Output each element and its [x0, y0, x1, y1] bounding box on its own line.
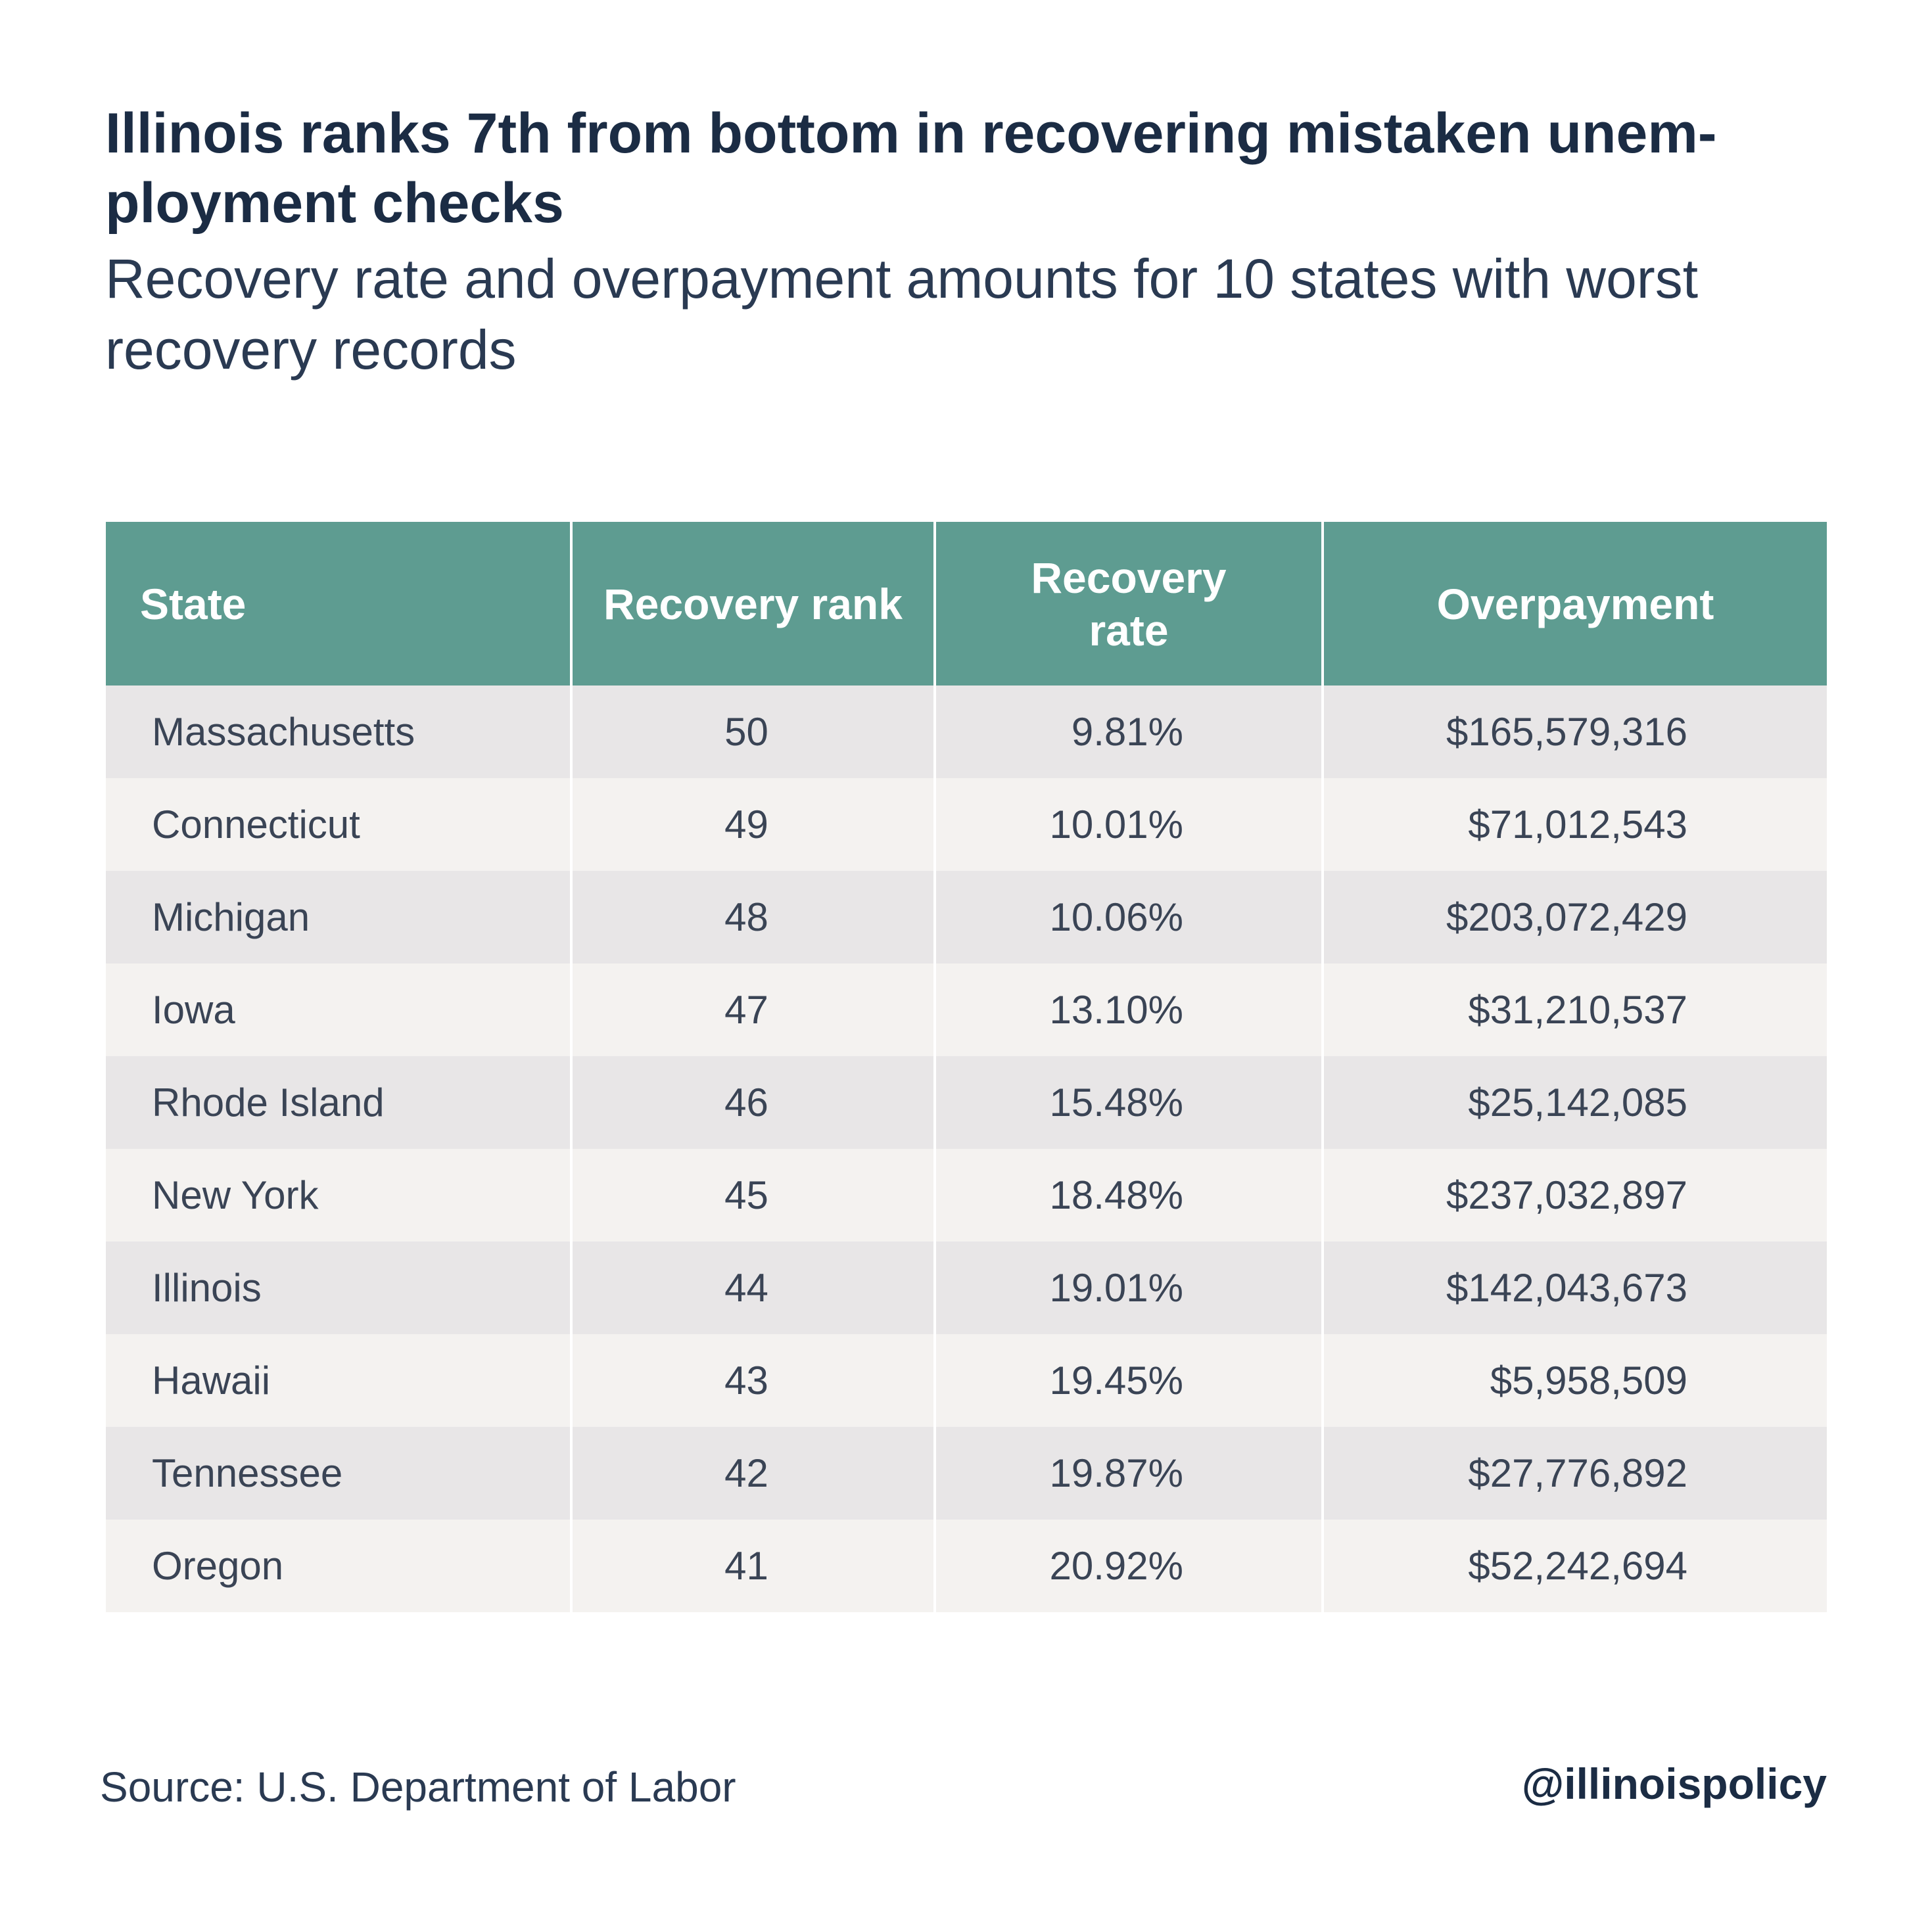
cell-state: Connecticut [106, 778, 573, 871]
table-row: Massachusetts 50 9.81% $165,579,316 [106, 686, 1827, 778]
source-note: Source: U.S. Department of Labor [100, 1763, 736, 1811]
cell-recovery-rate: 9.81% [935, 686, 1324, 778]
data-table-container: State Recovery rank Recovery rate Overpa… [106, 522, 1827, 1612]
header-row: State Recovery rank Recovery rate Overpa… [106, 522, 1827, 686]
cell-state: Oregon [106, 1520, 573, 1612]
cell-recovery-rank: 44 [571, 1242, 936, 1334]
cell-recovery-rate: 15.48% [935, 1056, 1324, 1149]
table-row: Hawaii 43 19.45% $5,958,509 [106, 1334, 1827, 1427]
cell-state: Iowa [106, 964, 573, 1056]
table-row: Iowa 47 13.10% $31,210,537 [106, 964, 1827, 1056]
cell-recovery-rate: 19.45% [935, 1334, 1324, 1427]
cell-overpayment: $27,776,892 [1323, 1427, 1827, 1520]
cell-overpayment: $25,142,085 [1323, 1056, 1827, 1149]
table-row: Tennessee 42 19.87% $27,776,892 [106, 1427, 1827, 1520]
cell-overpayment: $52,242,694 [1323, 1520, 1827, 1612]
column-header-recovery-rate: Recovery rate [935, 522, 1324, 686]
cell-recovery-rank: 48 [571, 871, 936, 964]
cell-recovery-rate: 13.10% [935, 964, 1324, 1056]
table-header: State Recovery rank Recovery rate Overpa… [106, 522, 1827, 686]
cell-recovery-rate: 10.06% [935, 871, 1324, 964]
cell-state: Illinois [106, 1242, 573, 1334]
table-row: Michigan 48 10.06% $203,072,429 [106, 871, 1827, 964]
cell-recovery-rate: 20.92% [935, 1520, 1324, 1612]
chart-subtitle: Recovery rate and overpayment amounts fo… [105, 248, 1699, 381]
cell-overpayment: $203,072,429 [1323, 871, 1827, 964]
cell-recovery-rank: 41 [571, 1520, 936, 1612]
cell-overpayment: $165,579,316 [1323, 686, 1827, 778]
chart-title: Illinois ranks 7th from bottom in recove… [105, 102, 1717, 235]
cell-recovery-rank: 47 [571, 964, 936, 1056]
table-row: Illinois 44 19.01% $142,043,673 [106, 1242, 1827, 1334]
cell-state: Michigan [106, 871, 573, 964]
cell-recovery-rate: 19.87% [935, 1427, 1324, 1520]
cell-overpayment: $31,210,537 [1323, 964, 1827, 1056]
cell-recovery-rank: 46 [571, 1056, 936, 1149]
cell-overpayment: $237,032,897 [1323, 1149, 1827, 1242]
cell-state: Tennessee [106, 1427, 573, 1520]
cell-recovery-rank: 43 [571, 1334, 936, 1427]
cell-recovery-rank: 49 [571, 778, 936, 871]
data-table: State Recovery rank Recovery rate Overpa… [106, 522, 1827, 1612]
cell-state: Massachusetts [106, 686, 573, 778]
column-header-recovery-rank: Recovery rank [571, 522, 936, 686]
cell-overpayment: $5,958,509 [1323, 1334, 1827, 1427]
cell-overpayment: $142,043,673 [1323, 1242, 1827, 1334]
cell-recovery-rate: 18.48% [935, 1149, 1324, 1242]
cell-recovery-rank: 42 [571, 1427, 936, 1520]
column-header-state: State [106, 522, 573, 686]
table-row: Connecticut 49 10.01% $71,012,543 [106, 778, 1827, 871]
cell-state: New York [106, 1149, 573, 1242]
table-body: Massachusetts 50 9.81% $165,579,316 Connecti… [106, 686, 1827, 1612]
cell-state: Rhode Island [106, 1056, 573, 1149]
social-handle: @illinoispolicy [1521, 1759, 1827, 1808]
cell-overpayment: $71,012,543 [1323, 778, 1827, 871]
cell-recovery-rate: 10.01% [935, 778, 1324, 871]
cell-recovery-rank: 50 [571, 686, 936, 778]
cell-recovery-rate: 19.01% [935, 1242, 1324, 1334]
cell-recovery-rank: 45 [571, 1149, 936, 1242]
table-row: Rhode Island 46 15.48% $25,142,085 [106, 1056, 1827, 1149]
table-row: New York 45 18.48% $237,032,897 [106, 1149, 1827, 1242]
cell-state: Hawaii [106, 1334, 573, 1427]
table-row: Oregon 41 20.92% $52,242,694 [106, 1520, 1827, 1612]
column-header-overpayment: Overpayment [1323, 522, 1827, 686]
